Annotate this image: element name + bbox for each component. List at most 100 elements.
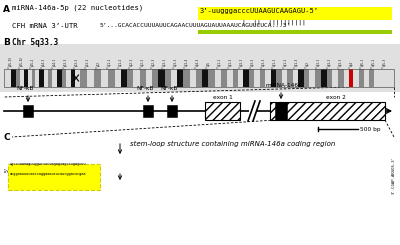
Bar [52, 69, 57, 87]
Text: exon 2: exon 2 [326, 95, 346, 100]
Bar [304, 69, 309, 87]
Bar [232, 69, 238, 87]
Bar [344, 69, 349, 87]
Text: q11.2: q11.2 [118, 58, 122, 66]
Bar [183, 69, 190, 87]
Bar [134, 69, 140, 87]
Text: q31.2: q31.2 [284, 58, 288, 66]
Bar [57, 69, 62, 87]
Bar [16, 69, 20, 87]
Text: C: C [3, 133, 10, 142]
Text: Chr 5q33.3: Chr 5q33.3 [12, 38, 58, 47]
Bar [321, 69, 327, 87]
Bar [80, 69, 87, 87]
Text: p15.32: p15.32 [20, 56, 24, 66]
Text: q12.3: q12.3 [152, 58, 156, 66]
Bar [298, 69, 304, 87]
Text: q23.2: q23.2 [251, 58, 255, 66]
Text: 5': 5' [5, 166, 10, 172]
Bar [23, 105, 33, 117]
Bar [249, 110, 257, 112]
Bar [94, 69, 101, 87]
Bar [338, 69, 344, 87]
Bar [66, 69, 71, 87]
Bar [315, 69, 321, 87]
Text: q12.2: q12.2 [140, 58, 144, 66]
Bar [28, 69, 32, 87]
Text: q13.4: q13.4 [184, 58, 188, 66]
Bar [215, 69, 221, 87]
Bar [282, 69, 287, 87]
Bar [287, 69, 292, 87]
Text: q35.3: q35.3 [383, 58, 387, 66]
Text: q35.1: q35.1 [361, 58, 365, 66]
Text: miRNA-146a: miRNA-146a [265, 83, 302, 88]
Text: 3'-CGAP-ARGOS-3': 3'-CGAP-ARGOS-3' [392, 156, 396, 194]
Bar [276, 69, 282, 87]
Text: p14.1: p14.1 [52, 58, 56, 66]
Text: q31.1: q31.1 [273, 58, 277, 66]
Text: q31.3: q31.3 [295, 58, 299, 66]
Bar [354, 69, 359, 87]
Text: exon 1: exon 1 [213, 95, 232, 100]
Bar [11, 69, 16, 87]
Text: ugccuuaaaguugguccuuuagaguagccugagcuu: ugccuuaaaguugguccuuuagaguagccugagcuu [10, 162, 86, 166]
Text: p15.33: p15.33 [8, 56, 12, 66]
Bar [271, 69, 276, 87]
Bar [71, 69, 75, 87]
Bar [265, 69, 271, 87]
Text: q32: q32 [306, 61, 310, 66]
Text: B: B [3, 38, 10, 47]
Bar [39, 69, 44, 87]
Bar [202, 69, 208, 87]
Bar [177, 69, 183, 87]
Text: q35.2: q35.2 [372, 58, 376, 66]
Bar [293, 69, 298, 87]
Bar [359, 69, 364, 87]
Text: p13.3: p13.3 [64, 58, 68, 66]
Text: q23.1: q23.1 [240, 58, 244, 66]
Text: A: A [3, 5, 10, 14]
Text: NF-κB: NF-κB [16, 86, 33, 91]
Bar [349, 69, 354, 87]
Bar [171, 69, 177, 87]
Text: q13.1: q13.1 [162, 58, 166, 66]
Text: acggaauuucaaccaggaaaucucaucggacucgaa: acggaauuucaaccaggaaaucucaucggacucgaa [10, 172, 86, 176]
Bar [32, 69, 35, 87]
Text: miRNA-146a-5p (22 nucleotides): miRNA-146a-5p (22 nucleotides) [12, 5, 143, 12]
Text: |  ||  ||||||||||: | || |||||||||| [242, 20, 306, 25]
Bar [364, 69, 369, 87]
Text: p12: p12 [96, 61, 100, 66]
Bar [369, 69, 374, 87]
Text: p13.2: p13.2 [74, 58, 78, 66]
Bar [254, 69, 260, 87]
Bar [20, 69, 24, 87]
Bar [190, 69, 196, 87]
Bar [0, 44, 400, 92]
Bar [167, 105, 177, 117]
Text: 5’...GCACACCUUUAUUCAGAACUUUAGUAUUAAAUCAGUUCUCA...3’: 5’...GCACACCUUUAUUCAGAACUUUAGUAUUAAAUCAG… [100, 23, 291, 28]
Bar [374, 69, 394, 87]
Bar [115, 69, 121, 87]
Bar [24, 69, 28, 87]
Bar [238, 69, 244, 87]
Bar [227, 69, 232, 87]
Bar [4, 69, 394, 87]
Text: p15.2: p15.2 [30, 58, 34, 66]
Text: q21.3: q21.3 [229, 58, 233, 66]
Text: q13.3: q13.3 [174, 58, 178, 66]
Bar [152, 69, 158, 87]
Bar [327, 69, 332, 87]
Text: 500 bp: 500 bp [360, 126, 381, 132]
Bar [8, 164, 100, 190]
Text: p13.1: p13.1 [86, 58, 90, 66]
Bar [108, 69, 115, 87]
Bar [198, 30, 392, 34]
Bar [121, 69, 127, 87]
Bar [275, 102, 287, 120]
Bar [198, 7, 392, 20]
Text: q33.3: q33.3 [339, 58, 343, 66]
Bar [140, 69, 146, 87]
Bar [44, 69, 48, 87]
Bar [165, 69, 171, 87]
